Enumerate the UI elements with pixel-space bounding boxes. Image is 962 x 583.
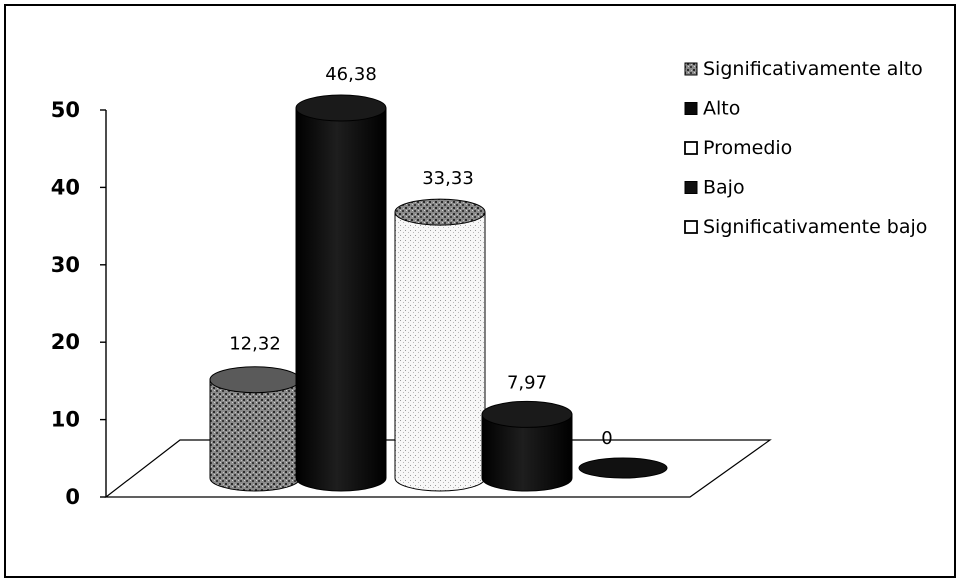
- y-tick-label: 20: [51, 330, 80, 354]
- legend-label: Alto: [703, 98, 740, 120]
- bar: 7,97: [481, 372, 573, 492]
- bar-body: [394, 211, 486, 492]
- data-label: 7,97: [507, 372, 547, 393]
- bar-top: [295, 94, 387, 122]
- y-tick-label: 40: [51, 175, 80, 199]
- legend-swatch: [684, 102, 698, 115]
- legend-swatch: [684, 220, 698, 234]
- legend-label: Significativamente alto: [703, 58, 923, 80]
- legend-swatch: [684, 141, 698, 155]
- legend-item: Significativamente bajo: [684, 216, 927, 238]
- legend-label: Significativamente bajo: [703, 216, 927, 238]
- bar-body: [481, 413, 573, 492]
- data-label: 12,32: [229, 334, 281, 355]
- y-tick-label: 50: [51, 98, 80, 122]
- legend-item: Alto: [684, 98, 740, 120]
- legend-item: Bajo: [684, 177, 745, 199]
- y-tick-label: 0: [65, 485, 80, 509]
- legend-swatch: [684, 62, 698, 76]
- bar-top: [394, 198, 486, 226]
- data-label: 33,33: [422, 168, 474, 189]
- bar: 46,38: [295, 64, 387, 492]
- legend-item: Promedio: [684, 137, 792, 159]
- bar: 12,32: [209, 334, 301, 492]
- bar: 33,33: [394, 168, 486, 492]
- data-label: 0: [601, 428, 612, 449]
- bar-top: [209, 366, 301, 394]
- y-tick-label: 10: [51, 408, 80, 432]
- bar-base-disc: [578, 457, 668, 479]
- bar-body: [295, 107, 387, 492]
- legend-swatch: [684, 181, 698, 194]
- bar-body: [209, 379, 301, 492]
- legend-label: Promedio: [703, 137, 792, 159]
- data-label: 46,38: [325, 64, 377, 85]
- legend-item: Significativamente alto: [684, 58, 923, 80]
- legend-label: Bajo: [703, 177, 745, 199]
- bar: 0: [578, 428, 668, 479]
- bar-top: [481, 400, 573, 428]
- y-tick-label: 30: [51, 253, 80, 277]
